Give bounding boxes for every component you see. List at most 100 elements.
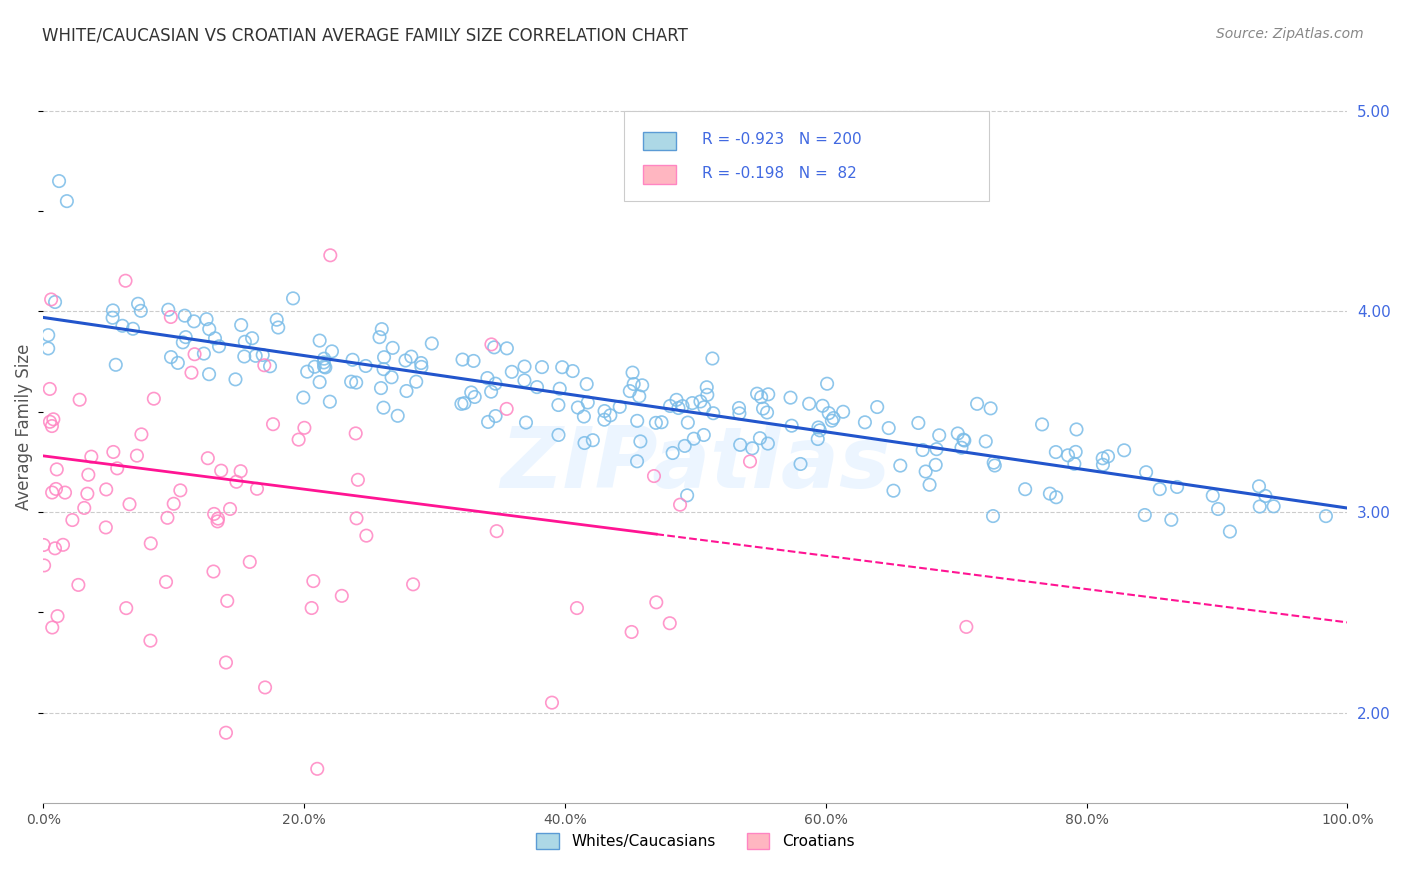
Point — [451, 352, 474, 367]
Point — [215, 725, 238, 739]
Point — [659, 399, 682, 413]
Point — [626, 414, 648, 428]
Point — [1091, 451, 1114, 466]
Point — [643, 469, 665, 483]
Point — [295, 365, 318, 379]
Point — [41, 620, 63, 634]
Point — [681, 396, 703, 410]
Point — [1114, 443, 1136, 458]
Point — [139, 633, 162, 648]
Point — [156, 510, 179, 524]
Point — [114, 274, 136, 288]
Point — [262, 417, 284, 432]
Point — [460, 385, 482, 400]
Point — [301, 601, 323, 615]
Point — [252, 348, 274, 362]
Point — [103, 445, 125, 459]
Point — [561, 364, 583, 378]
Point — [728, 438, 751, 452]
Point — [231, 318, 253, 332]
Point — [44, 541, 66, 556]
Point — [225, 475, 247, 489]
Point — [38, 382, 60, 396]
Point — [984, 458, 1007, 473]
Point — [45, 462, 67, 476]
Point — [1263, 500, 1285, 514]
Point — [515, 416, 537, 430]
Point — [1014, 482, 1036, 496]
Point — [197, 451, 219, 466]
Point — [342, 352, 364, 367]
Point — [368, 330, 391, 344]
Point — [576, 395, 599, 409]
Point — [628, 389, 651, 403]
Point — [373, 350, 395, 364]
Point — [513, 359, 536, 374]
Point — [1247, 479, 1270, 493]
Point — [541, 696, 564, 710]
Point — [76, 486, 98, 500]
Point — [69, 392, 91, 407]
Point — [756, 387, 779, 401]
Point — [77, 467, 100, 482]
Point — [411, 359, 433, 374]
Point — [950, 441, 973, 455]
Text: ZIPatlas: ZIPatlas — [501, 423, 890, 506]
Point — [229, 464, 252, 478]
Point — [1133, 508, 1156, 522]
Point — [1135, 465, 1157, 479]
Point — [411, 356, 433, 370]
Point — [46, 609, 69, 624]
Point — [198, 368, 221, 382]
Point — [381, 341, 404, 355]
Point — [292, 391, 315, 405]
Point — [254, 681, 277, 695]
Point — [807, 432, 830, 446]
Point — [207, 511, 229, 525]
Point — [169, 483, 191, 498]
Point — [464, 390, 486, 404]
Point — [485, 524, 508, 538]
Point — [599, 409, 621, 423]
Point — [159, 310, 181, 324]
Point — [129, 303, 152, 318]
Point — [319, 248, 342, 262]
Point — [37, 342, 59, 356]
Legend: Whites/Caucasians, Croatians: Whites/Caucasians, Croatians — [530, 827, 860, 855]
Point — [39, 293, 62, 307]
Point — [702, 406, 724, 420]
Point — [925, 442, 948, 457]
Point — [32, 538, 55, 552]
Point — [208, 339, 231, 353]
Point — [702, 351, 724, 366]
Point — [484, 376, 506, 391]
Point — [41, 419, 63, 434]
Point — [749, 390, 772, 404]
Point — [371, 322, 394, 336]
Point — [882, 483, 904, 498]
Point — [94, 520, 117, 534]
Point — [741, 442, 763, 456]
Point — [394, 353, 416, 368]
Point — [80, 450, 103, 464]
Point — [789, 457, 811, 471]
Point — [202, 507, 225, 521]
Point — [111, 318, 134, 333]
Point — [866, 400, 889, 414]
Point — [319, 394, 342, 409]
Point — [45, 482, 67, 496]
Point — [911, 443, 934, 458]
Point — [496, 342, 519, 356]
Point — [463, 354, 485, 368]
Point — [1254, 489, 1277, 503]
Point — [626, 454, 648, 468]
Point — [450, 397, 472, 411]
Point — [183, 314, 205, 328]
Point — [1160, 513, 1182, 527]
Point — [1202, 489, 1225, 503]
FancyBboxPatch shape — [644, 131, 676, 151]
Point — [952, 433, 974, 447]
Point — [183, 347, 205, 361]
Point — [526, 380, 548, 394]
Point — [918, 477, 941, 491]
